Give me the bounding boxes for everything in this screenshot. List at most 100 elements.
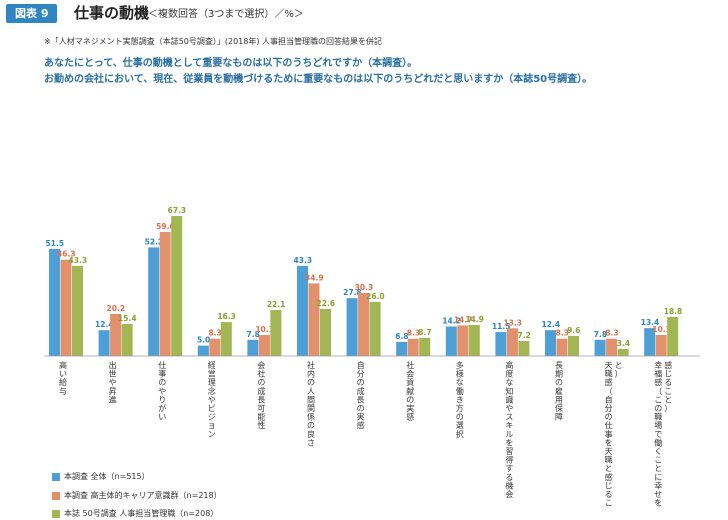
bar-value-label: 52.2 bbox=[145, 237, 164, 246]
bar-value-label: 14.2 bbox=[442, 317, 461, 326]
bar bbox=[407, 338, 419, 356]
bar bbox=[644, 328, 656, 356]
bar-value-label: 46.3 bbox=[57, 250, 76, 259]
bar-value-label: 26.0 bbox=[366, 292, 385, 301]
bar-value-label: 67.3 bbox=[168, 206, 187, 215]
bar-value-label: 8.3 bbox=[407, 329, 420, 338]
legend-label: 本調査 高主体的キャリア意識群（n=218） bbox=[64, 491, 222, 500]
bar bbox=[197, 345, 209, 356]
bar-value-label: 18.8 bbox=[664, 307, 683, 316]
bar bbox=[110, 314, 122, 356]
bar bbox=[308, 283, 320, 356]
bar bbox=[396, 341, 408, 356]
bar bbox=[495, 332, 507, 356]
bar-value-label: 8.7 bbox=[418, 328, 431, 337]
bar bbox=[171, 216, 183, 356]
bar-value-label: 7.8 bbox=[594, 330, 607, 339]
bar-value-label: 43.3 bbox=[69, 256, 88, 265]
bar bbox=[60, 259, 72, 356]
category-label: 社会貢献の実感 bbox=[406, 360, 414, 422]
bar-value-label: 13.4 bbox=[641, 318, 660, 327]
category-label: 多様な働き方の選択 bbox=[456, 360, 464, 439]
bar bbox=[655, 335, 667, 356]
category-label: 出世や昇進 bbox=[109, 360, 117, 404]
bar bbox=[98, 330, 110, 356]
bar bbox=[159, 232, 171, 356]
bar bbox=[457, 325, 469, 356]
bar bbox=[247, 339, 259, 356]
bar bbox=[419, 337, 431, 356]
legend-label: 本誌 50号調査 人事担当管理職（n=208） bbox=[64, 509, 219, 518]
bar bbox=[358, 293, 370, 356]
figure-header: 図表 9 仕事の動機 ＜複数回答（3つまで選択）／%＞ bbox=[0, 0, 728, 24]
category-label: 自分の成長の実感 bbox=[357, 360, 365, 430]
category-label-continued: 感じること） bbox=[664, 360, 672, 413]
bar bbox=[49, 248, 60, 356]
bar-value-label: 43.3 bbox=[294, 256, 313, 265]
figure-title: 仕事の動機 bbox=[74, 4, 150, 22]
bar bbox=[148, 247, 160, 356]
bar bbox=[468, 325, 480, 356]
bar-value-label: 7.2 bbox=[518, 331, 531, 340]
question-1: あなたにとって、仕事の動機として重要なものは以下のうちどれですか（本調査）。 bbox=[44, 58, 418, 69]
bar-value-label: 12.4 bbox=[95, 320, 114, 329]
bar bbox=[320, 309, 331, 356]
category-label: 高度な知識やスキルを習得する機会 bbox=[505, 360, 513, 499]
bar bbox=[617, 348, 629, 356]
category-label: 仕事のやりがい bbox=[158, 360, 166, 422]
bar-value-label: 12.4 bbox=[542, 320, 561, 329]
bar bbox=[121, 324, 133, 356]
bar-value-label: 8.3 bbox=[556, 329, 569, 338]
bar bbox=[606, 338, 618, 356]
bar-value-label: 51.5 bbox=[46, 239, 65, 248]
category-label: 経営理念やビジョン bbox=[208, 360, 216, 439]
category-label: 高い給与 bbox=[59, 360, 67, 396]
bar-value-label: 14.9 bbox=[465, 315, 484, 324]
bar-value-label: 59.6 bbox=[156, 222, 175, 231]
bar bbox=[545, 330, 556, 356]
figure-subtitle: ＜複数回答（3つまで選択）／%＞ bbox=[148, 9, 304, 20]
bar-value-label: 10.1 bbox=[255, 325, 274, 334]
category-label: 天職感（自分の仕事を天職と感じるこ bbox=[605, 361, 613, 508]
category-label: 長期の雇用保障 bbox=[555, 361, 563, 422]
bar bbox=[297, 265, 308, 356]
bar-value-label: 30.3 bbox=[355, 283, 374, 292]
bar-value-label: 3.4 bbox=[617, 339, 630, 348]
source-note: ※「人材マネジメント実態調査（本誌50号調査）」(2018年) 人事担当管理職の… bbox=[44, 37, 383, 46]
bar-value-label: 14.7 bbox=[454, 315, 473, 324]
bar bbox=[568, 336, 579, 356]
bar-value-label: 7.8 bbox=[247, 330, 260, 339]
bar-value-label: 22.6 bbox=[317, 299, 336, 308]
question-2: お勤めの会社において、現在、従業員を動機づけるために重要なものは以下のうちどれだ… bbox=[44, 74, 593, 85]
legend-swatch-green bbox=[52, 510, 60, 518]
category-label: 会社の成長可能性 bbox=[257, 360, 265, 430]
figure-number-badge: 図表 9 bbox=[6, 4, 58, 23]
legend-label: 本調査 全体（n=515） bbox=[64, 472, 150, 481]
bar-value-label: 10.1 bbox=[652, 325, 671, 334]
bar-value-label: 5.0 bbox=[197, 336, 210, 345]
bar bbox=[72, 265, 83, 356]
bar-value-label: 27.8 bbox=[343, 288, 362, 297]
bar-value-label: 11.5 bbox=[492, 322, 511, 331]
bar-value-label: 20.2 bbox=[107, 304, 126, 313]
bar-value-label: 6.8 bbox=[395, 332, 408, 341]
bar bbox=[518, 341, 530, 356]
bar bbox=[209, 338, 221, 356]
bar-value-label: 13.3 bbox=[503, 318, 522, 327]
bar bbox=[346, 298, 358, 356]
bar bbox=[594, 339, 606, 356]
legend-swatch-blue bbox=[52, 473, 60, 481]
bar-value-label: 8.3 bbox=[208, 329, 221, 338]
bar-value-label: 16.3 bbox=[217, 312, 236, 321]
category-label: 社内の人間関係の良さ bbox=[307, 360, 315, 447]
bar-value-label: 8.3 bbox=[605, 329, 618, 338]
bar bbox=[556, 338, 568, 356]
bar-value-label: 34.9 bbox=[305, 273, 324, 282]
bar-value-label: 15.4 bbox=[118, 314, 137, 323]
bar-value-label: 22.1 bbox=[267, 300, 286, 309]
bar bbox=[220, 322, 232, 356]
category-label-continued: と） bbox=[615, 361, 623, 379]
bar bbox=[506, 328, 518, 356]
bar bbox=[369, 301, 381, 356]
